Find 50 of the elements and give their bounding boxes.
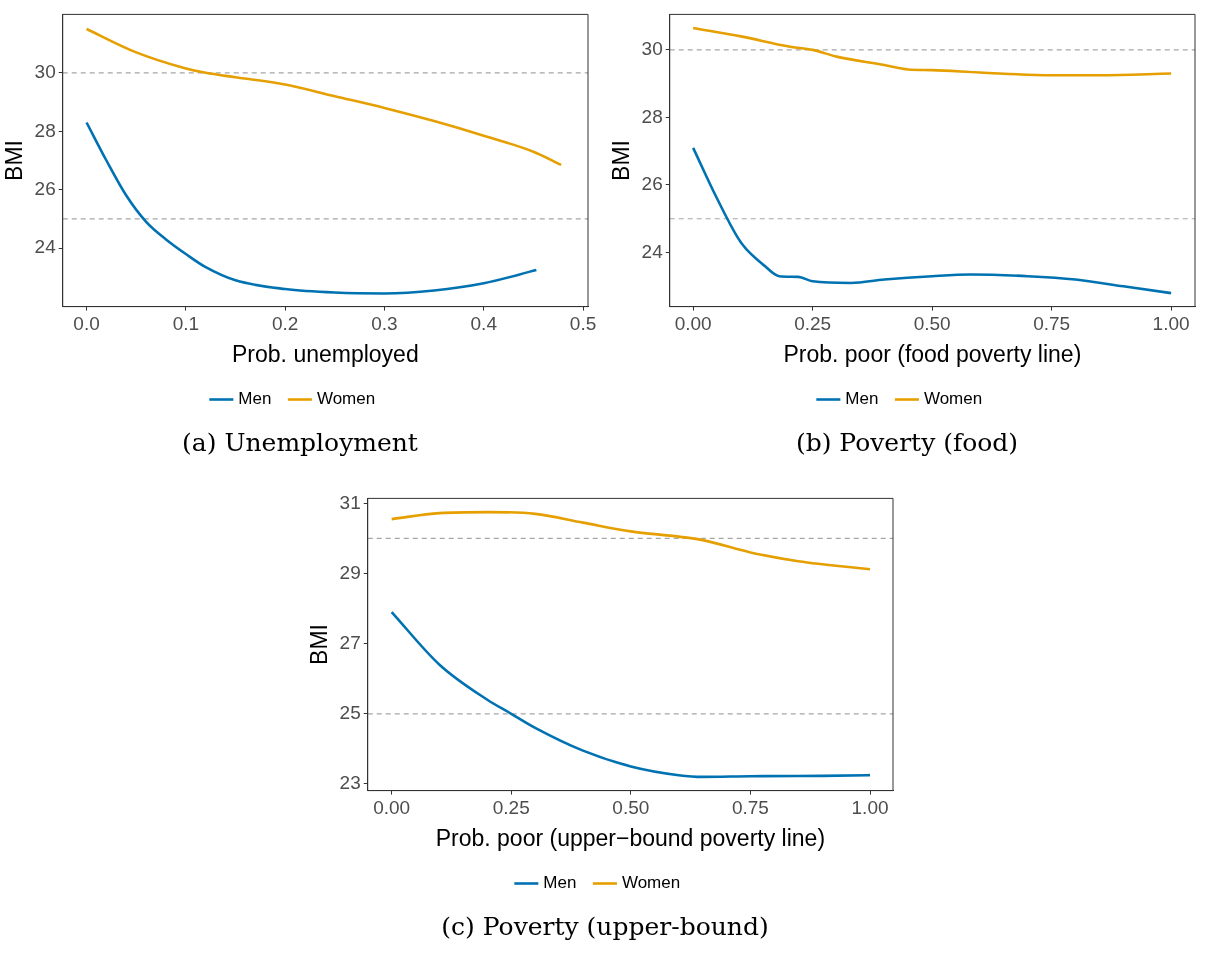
- legend-label: Women: [923, 389, 983, 409]
- x-tick-label: 0.75: [1033, 313, 1071, 335]
- y-tick-label: 28: [34, 119, 56, 141]
- y-tick-label: 24: [641, 240, 664, 262]
- legend-label: Women: [621, 873, 681, 893]
- x-tick-label: 0.5: [569, 313, 597, 335]
- text: (b) Poverty (food): [794, 428, 1020, 457]
- y-tick-label: 30: [34, 61, 56, 83]
- y-axis-title: BMI: [306, 624, 333, 665]
- y-axis-title: BMI: [608, 140, 635, 181]
- x-tick-label: 0.3: [371, 313, 398, 335]
- text: (a) Unemployment: [181, 428, 419, 457]
- x-tick-label: 0.4: [470, 313, 498, 335]
- x-tick-label: 0.1: [172, 313, 200, 335]
- y-axis-title: BMI: [1, 140, 28, 181]
- y-tick-label: 24: [34, 236, 57, 258]
- legend-label: Women: [316, 389, 376, 409]
- legend-label: Men: [238, 389, 272, 409]
- y-tick-label: 26: [641, 173, 663, 195]
- x-tick-label: 0.2: [271, 313, 299, 335]
- line-series: [691, 26, 1173, 77]
- text: (c) Poverty (upper-bound): [440, 912, 770, 941]
- legend-label: Men: [845, 389, 879, 409]
- x-tick-label: 0.25: [794, 313, 832, 335]
- y-tick-label: 27: [339, 631, 361, 653]
- x-tick-label: 0.0: [73, 313, 100, 335]
- y-tick-label: 23: [339, 772, 361, 794]
- y-tick-label: 28: [641, 105, 663, 127]
- legend-label: Men: [543, 873, 577, 893]
- y-tick-label: 25: [339, 702, 361, 724]
- line-series: [691, 146, 1173, 295]
- x-tick-label: 0.00: [373, 797, 411, 819]
- x-tick-label: 0.50: [913, 313, 951, 335]
- x-axis-title: Prob. unemployed: [232, 340, 419, 367]
- x-tick-label: 0.00: [674, 313, 712, 335]
- y-tick-label: 30: [641, 38, 663, 60]
- x-tick-label: 0.25: [492, 797, 530, 819]
- x-axis-title: Prob. poor (upper−bound poverty line): [435, 824, 826, 851]
- y-tick-label: 29: [339, 561, 361, 583]
- x-tick-label: 0.75: [731, 797, 769, 819]
- line-series: [85, 27, 563, 167]
- x-axis-title: Prob. poor (food poverty line): [783, 340, 1082, 367]
- line-series: [390, 610, 872, 779]
- x-tick-label: 0.50: [612, 797, 650, 819]
- line-series: [390, 510, 872, 571]
- line-series: [85, 121, 538, 295]
- y-tick-label: 31: [339, 491, 361, 513]
- x-tick-label: 1.00: [851, 797, 889, 819]
- x-tick-label: 1.00: [1152, 313, 1190, 335]
- y-tick-label: 26: [34, 177, 56, 199]
